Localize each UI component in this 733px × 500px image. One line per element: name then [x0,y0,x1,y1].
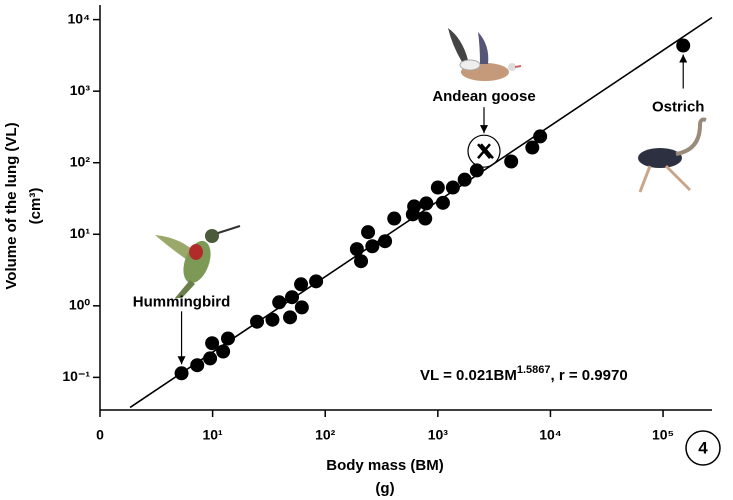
arrow-head [177,356,186,365]
highlight-circle [467,134,501,168]
y-axis-unit: (cm³) [27,188,44,225]
x-axis-title: Body mass (BM) [326,457,444,474]
data-point [533,129,548,144]
y-tick-label: 10⁰ [69,297,91,313]
x-tick-label: 0 [96,427,104,443]
data-point [265,312,280,327]
data-point [525,140,540,155]
annotation-label: Ostrich [652,99,705,116]
data-point [419,196,434,211]
data-point [294,277,309,292]
equation-text: VL = 0.021BM [420,367,517,384]
y-tick-label: 10⁻¹ [62,368,90,384]
x-tick-label: 10¹ [202,427,223,443]
data-point [216,344,231,359]
panel-label: 4 [698,438,708,457]
goose-image [448,28,522,81]
annotation-label: Andean goose [432,88,535,105]
arrow-head [679,54,688,63]
data-point [407,199,422,214]
data-point [221,331,236,346]
data-point [349,242,364,257]
data-point [294,300,309,315]
y-tick-label: 10¹ [70,225,91,241]
x-tick-label: 10³ [428,427,449,443]
equation-tail: , r = 0.9970 [551,367,628,384]
y-tick-label: 10⁴ [68,10,91,26]
y-tick-label: 10³ [70,82,91,98]
data-point [445,180,460,195]
data-point [203,351,218,366]
data-point [378,234,393,249]
y-tick-label: 10² [70,153,91,169]
y-axis-title: Volume of the lung (VL) [3,122,20,289]
data-point [430,180,445,195]
data-point [504,154,519,169]
x-tick-label: 10² [315,427,336,443]
ostrich-image [638,117,707,193]
data-point [418,211,433,226]
x-tick-label: 10⁵ [652,427,674,443]
data-point [283,310,298,325]
data-point [174,366,189,381]
data-point [435,195,450,210]
x-axis-unit: (g) [375,480,394,497]
data-point [361,225,376,240]
panel-circle [685,430,721,466]
data-point [250,314,265,329]
annotation-label: Hummingbird [133,293,231,310]
data-point [285,290,300,305]
hummingbird-image [155,225,241,298]
data-point [272,295,287,310]
equation-exponent: 1.5867 [517,364,551,376]
data-point [205,336,220,351]
data-point [387,211,402,226]
data-point [457,172,472,187]
highlight-x [477,143,494,159]
data-point [354,254,369,269]
data-point [309,274,324,289]
equation: VL = 0.021BM1.5867, r = 0.9970 [420,364,628,384]
x-tick-label: 10⁴ [539,427,562,443]
data-point [190,358,205,373]
data-point [676,38,691,53]
arrow-head [480,125,489,134]
data-point [365,239,380,254]
